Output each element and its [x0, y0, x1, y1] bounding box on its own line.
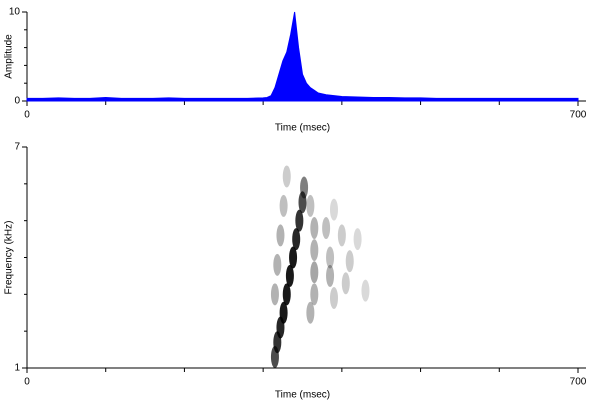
spectrogram-cell — [279, 194, 288, 217]
x-axis-title: Time (msec) — [275, 123, 330, 134]
spectrogram-cell — [295, 209, 304, 232]
spectrogram-cell — [279, 301, 288, 324]
spectrogram-cell — [292, 228, 301, 251]
spectrogram-cell — [310, 239, 319, 262]
spectrogram-cell — [329, 198, 338, 221]
spectrogram-cell — [329, 287, 338, 310]
spectrogram-cell — [273, 253, 282, 276]
spectrogram-cell — [270, 283, 279, 306]
spectrogram-cell — [289, 246, 298, 269]
waveform — [26, 11, 579, 102]
spectrogram-cell — [326, 246, 335, 269]
spectrogram-cell — [285, 264, 294, 287]
spectrogram-cell — [282, 165, 291, 188]
spectrogram-cell — [353, 228, 362, 251]
x-tick-label: 0 — [24, 110, 30, 121]
spectrogram-cell — [337, 224, 346, 247]
spectrogram-cell — [341, 272, 350, 295]
spectrogram-cell — [282, 283, 291, 306]
spectrogram-cell — [322, 217, 331, 240]
spectrogram-cell — [276, 224, 285, 247]
spectrogram-cell — [310, 217, 319, 240]
spectrogram-cell — [306, 301, 315, 324]
spectrogram-cell — [300, 176, 309, 199]
y-tick-label: 0 — [14, 96, 20, 107]
y-axis-title: Frequency (kHz) — [4, 221, 15, 295]
spectrogram-cell — [361, 279, 370, 302]
spectrogram-cell — [310, 261, 319, 284]
y-tick-label: 1 — [14, 363, 20, 374]
x-tick-label: 0 — [24, 377, 30, 388]
spectrogram-cell — [345, 250, 354, 273]
y-tick-label: 10 — [9, 7, 21, 18]
y-axis-title: Amplitude — [4, 34, 15, 79]
x-axis-title: Time (msec) — [275, 390, 330, 400]
spectrogram-cell — [326, 264, 335, 287]
spectrogram-cell — [310, 283, 319, 306]
spectrogram-cell — [306, 194, 315, 217]
y-tick-label: 7 — [14, 142, 20, 153]
x-tick-label: 700 — [570, 110, 587, 121]
x-tick-label: 700 — [570, 377, 587, 388]
